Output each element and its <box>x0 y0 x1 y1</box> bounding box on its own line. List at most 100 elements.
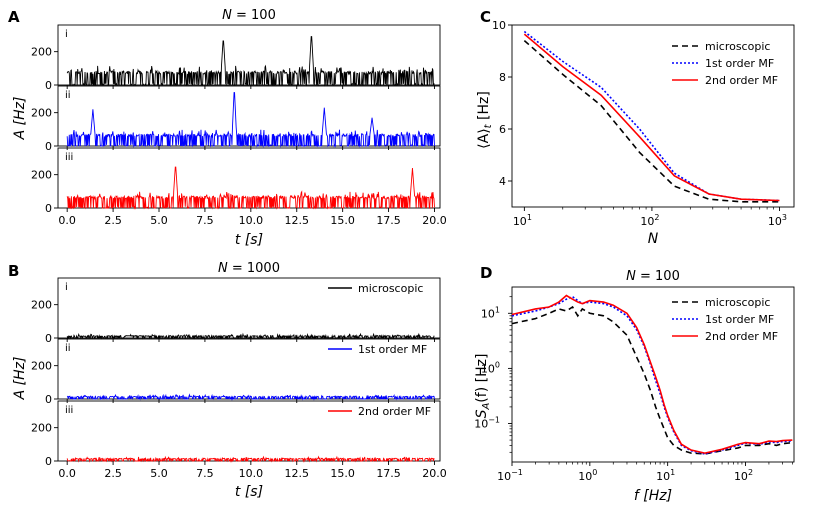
panel-a-ylabel: A [Hz] <box>12 97 28 141</box>
series-1st-order-mf <box>523 30 780 202</box>
y-tick-label: 4 <box>499 175 506 188</box>
subplot-label: i <box>65 282 68 293</box>
legend-label: 1st order MF <box>705 57 774 70</box>
y-tick-label: 0 <box>45 332 52 345</box>
x-tick-label: 101 <box>513 213 532 228</box>
series-microscopic <box>523 39 780 203</box>
x-tick-label: 20.0 <box>422 467 447 480</box>
subplot-label: ii <box>65 90 71 101</box>
legend-label: microscopic <box>358 282 423 295</box>
panel-letter-d: D <box>480 264 492 282</box>
panelA-subplot-iii: 0 200 iii <box>31 147 441 215</box>
panel-b-ylabel: A [Hz] <box>12 357 28 401</box>
y-tick-label: 0 <box>45 202 52 215</box>
y-tick-label: 200 <box>31 422 52 435</box>
x-tick-label: 0.0 <box>58 467 76 480</box>
x-tick-label: 10.0 <box>239 467 264 480</box>
y-tick-label: 200 <box>31 169 52 182</box>
legend-label: 2nd order MF <box>705 330 778 343</box>
panelA-subplot-i: 0 200 i <box>31 24 441 92</box>
y-tick-label: 10 <box>492 19 506 32</box>
panel-a-xlabel: t [s] <box>235 232 263 248</box>
series-2nd-order-mf <box>523 33 780 202</box>
trace-1st-order-mf <box>66 92 435 148</box>
panel-c-ylabel: ⟨A⟩t [Hz] <box>476 91 494 149</box>
panel-d-xlabel: f [Hz] <box>634 488 672 504</box>
subplot-label: iii <box>65 152 73 163</box>
panel-a-time-series: 0 200 i 0 200 ii 0 200 iii 0.0 2.5 5.0 7.5 10.0 12.5 15… <box>31 24 447 227</box>
subplot-label: i <box>65 29 68 40</box>
legend-label: 1st order MF <box>358 343 427 356</box>
subplot-frame <box>57 24 441 86</box>
y-tick-label: 0 <box>45 79 52 92</box>
panelB-subplot-i: 0 200 i microscopic <box>31 277 441 345</box>
x-tick-label: 12.5 <box>285 214 310 227</box>
panel-b-title: N = 1000 <box>218 261 280 276</box>
y-tick-label: 0 <box>45 455 52 468</box>
legend-label: 1st order MF <box>705 313 774 326</box>
plot-frame <box>511 286 795 463</box>
legend-label: microscopic <box>705 296 770 309</box>
panelA-subplot-ii: 0 200 ii <box>31 85 441 153</box>
plot-frame <box>511 24 795 208</box>
panel-b-time-series: 0 200 i microscopic 0 200 ii 1st order MF 0 200 ii… <box>31 277 447 480</box>
x-tick-label: 10−1 <box>497 468 523 483</box>
x-tick-label: 2.5 <box>104 214 122 227</box>
panel-letter-a: A <box>8 8 20 26</box>
x-tick-label: 100 <box>578 468 597 483</box>
trace-2nd-order-mf <box>66 455 435 463</box>
y-tick-label: 200 <box>31 46 52 59</box>
y-tick-label: 8 <box>499 71 506 84</box>
trace-2nd-order-mf <box>66 166 435 210</box>
y-tick-label: 0 <box>45 393 52 406</box>
legend-label: microscopic <box>705 40 770 53</box>
subplot-frame <box>57 85 441 147</box>
y-tick-label: 200 <box>31 360 52 373</box>
y-tick-label: 100 <box>481 360 500 375</box>
panel-d-title: N = 100 <box>626 269 680 284</box>
panel-b-xlabel: t [s] <box>235 484 263 500</box>
y-tick-label: 10−1 <box>474 415 500 430</box>
x-tick-label: 0.0 <box>58 214 76 227</box>
x-tick-label: 17.5 <box>376 214 401 227</box>
x-tick-label: 20.0 <box>422 214 447 227</box>
legend-label: 2nd order MF <box>705 74 778 87</box>
x-tick-label: 12.5 <box>285 467 310 480</box>
trace-1st-order-mf <box>66 393 435 401</box>
x-tick-label: 7.5 <box>196 214 214 227</box>
series-microscopic <box>511 305 793 455</box>
subplot-label: iii <box>65 405 73 416</box>
panel-c-mean-rate-chart: 4 6 8 10 101 102 103 microscopic 1st order MF 2nd… <box>492 19 795 228</box>
panel-d-power-spectrum-chart: 10−1 100 101 10−1 100 101 102 microscopic 1st or… <box>474 286 795 483</box>
x-tick-label: 101 <box>656 468 675 483</box>
series-2nd-order-mf <box>511 294 793 454</box>
y-tick-label: 0 <box>45 140 52 153</box>
x-tick-label: 7.5 <box>196 467 214 480</box>
x-tick-label: 17.5 <box>376 467 401 480</box>
trace-microscopic <box>66 36 435 87</box>
x-tick-label: 102 <box>734 468 753 483</box>
x-tick-label: 5.0 <box>150 467 168 480</box>
panel-a-title: N = 100 <box>222 8 276 23</box>
panel-c-xlabel: N <box>648 231 659 247</box>
x-tick-label: 102 <box>640 213 659 228</box>
y-tick-label: 200 <box>31 107 52 120</box>
x-tick-label: 2.5 <box>104 467 122 480</box>
subplot-label: ii <box>65 343 71 354</box>
y-tick-label: 6 <box>499 123 506 136</box>
subplot-frame <box>57 400 441 462</box>
x-tick-label: 15.0 <box>330 214 355 227</box>
panel-d-ylabel: SA(f) [Hz] <box>474 354 492 419</box>
trace-microscopic <box>66 332 435 340</box>
panelB-subplot-iii: 0 200 iii 2nd order MF <box>31 400 441 468</box>
panel-letter-b: B <box>8 262 19 280</box>
panelB-subplot-ii: 0 200 ii 1st order MF <box>31 338 441 406</box>
y-tick-label: 200 <box>31 299 52 312</box>
panel-letter-c: C <box>480 8 491 26</box>
x-tick-label: 15.0 <box>330 467 355 480</box>
x-tick-label: 103 <box>768 213 787 228</box>
legend-label: 2nd order MF <box>358 405 431 418</box>
y-tick-label: 101 <box>481 305 500 320</box>
x-tick-label: 5.0 <box>150 214 168 227</box>
